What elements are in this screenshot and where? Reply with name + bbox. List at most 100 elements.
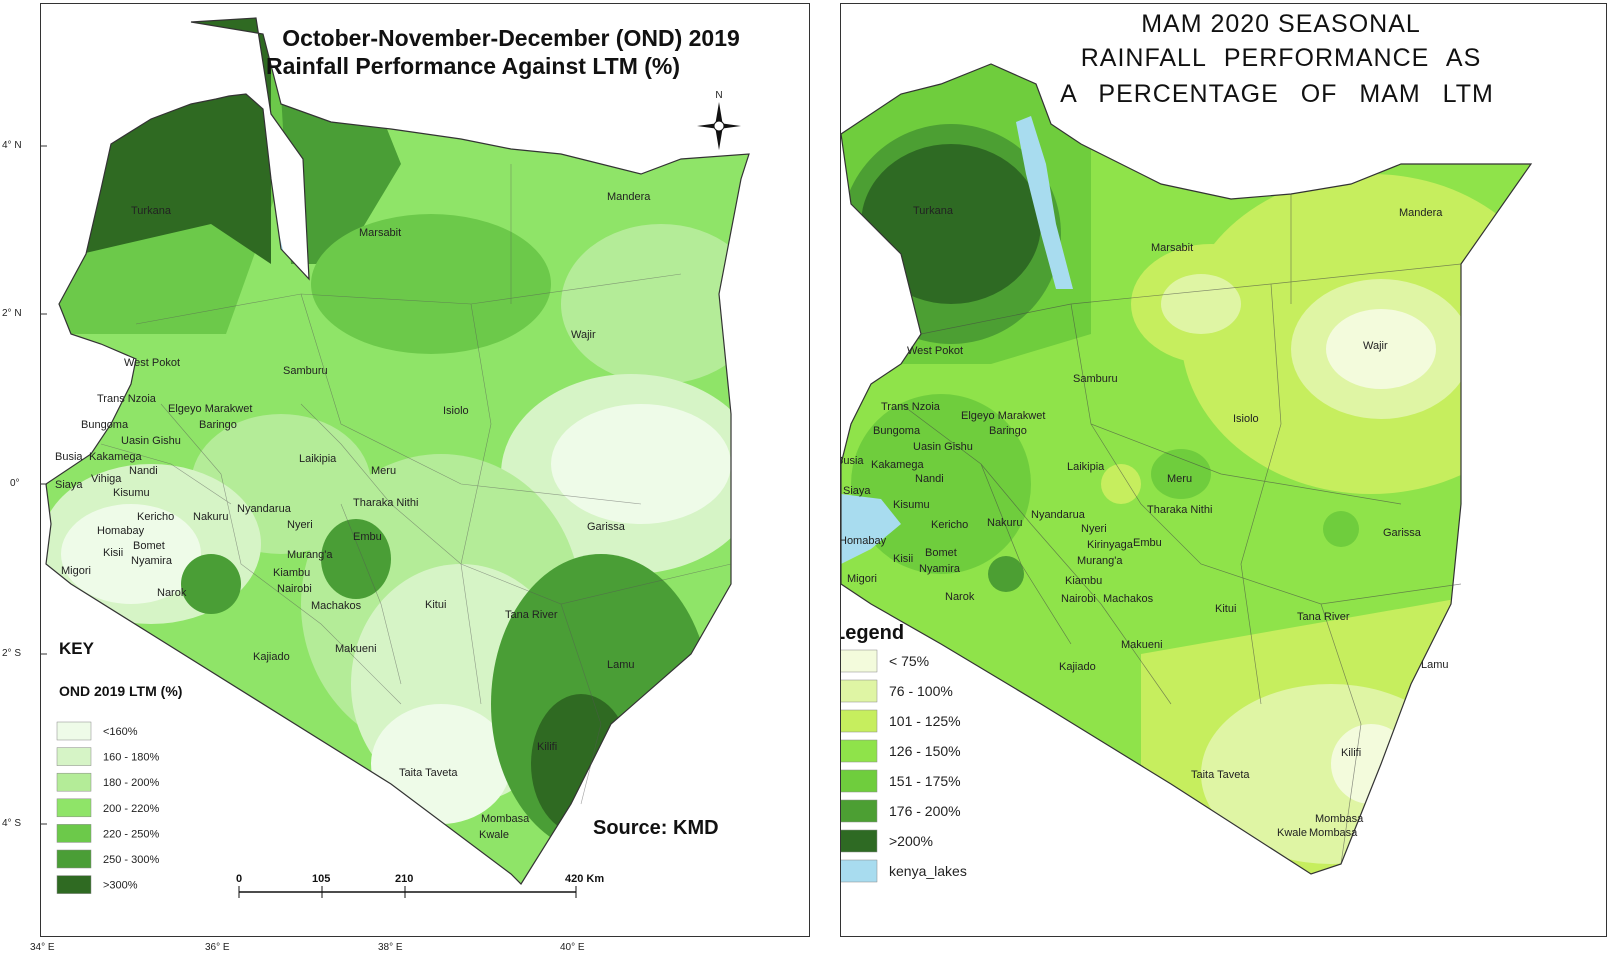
- place-homabay: Homabay: [841, 535, 887, 547]
- place-lamu: Lamu: [607, 659, 635, 671]
- place-mandera: Mandera: [607, 191, 651, 203]
- place-nakuru: Nakuru: [987, 517, 1022, 529]
- key-swatch: [56, 849, 92, 869]
- place-kisii: Kisii: [893, 553, 913, 565]
- lon-label-40e: 40° E: [560, 942, 585, 953]
- place-kisumu: Kisumu: [893, 499, 930, 511]
- key-item-label: 180 - 200%: [103, 777, 159, 789]
- place-nairobi: Nairobi: [277, 583, 312, 595]
- key-item-label: 200 - 220%: [103, 803, 159, 815]
- place-muranga: Murang'a: [1077, 555, 1123, 567]
- north-arrow-icon: N: [697, 90, 741, 150]
- place-kisumu: Kisumu: [113, 487, 150, 499]
- place-uasin-gishu: Uasin Gishu: [913, 441, 973, 453]
- key-item-label: 160 - 180%: [103, 752, 159, 764]
- place-kitui: Kitui: [1215, 603, 1236, 615]
- key-item-label: 250 - 300%: [103, 854, 159, 866]
- place-tana-river: Tana River: [505, 609, 558, 621]
- place-baringo: Baringo: [989, 425, 1027, 437]
- place-meru: Meru: [371, 465, 396, 477]
- scale-420: 420 Km: [565, 873, 604, 885]
- lake-victoria-shape: [841, 494, 901, 564]
- key-swatch: [56, 747, 92, 766]
- place-uasin-gishu: Uasin Gishu: [121, 435, 181, 447]
- place-kajiado: Kajiado: [253, 651, 290, 663]
- right-place-labels: Turkana Marsabit Mandera Wajir West Poko…: [841, 205, 1449, 839]
- mam-2020-map-svg: MAM 2020 SEASONAL RAINFALL PERFORMANCE A…: [841, 10, 1533, 883]
- scale-105: 105: [312, 873, 330, 885]
- place-migori: Migori: [61, 565, 91, 577]
- legend-swatch: [841, 679, 878, 703]
- place-migori: Migori: [847, 573, 877, 585]
- place-kericho: Kericho: [931, 519, 968, 531]
- legend-item-label: 101 - 125%: [889, 713, 961, 729]
- place-kakamega: Kakamega: [871, 459, 924, 471]
- legend-item-label: kenya_lakes: [889, 863, 967, 879]
- right-title-line1: MAM 2020 SEASONAL: [1141, 10, 1421, 38]
- left-title-line1: October-November-December (OND) 2019: [282, 25, 740, 51]
- lon-label-34e: 34° E: [30, 942, 55, 953]
- place-siaya: Siaya: [843, 485, 871, 497]
- place-narok: Narok: [157, 587, 187, 599]
- place-bomet: Bomet: [925, 547, 957, 559]
- place-elgeyo-marakwet: Elgeyo Marakwet: [961, 410, 1045, 422]
- lat-label-4s: 4° S: [2, 818, 21, 829]
- place-isiolo: Isiolo: [443, 405, 469, 417]
- place-kiambu: Kiambu: [273, 567, 310, 579]
- place-bungoma: Bungoma: [81, 419, 129, 431]
- county-boundaries: [900, 194, 1462, 865]
- place-taita-taveta: Taita Taveta: [1191, 769, 1250, 781]
- place-machakos: Machakos: [1103, 593, 1154, 605]
- ond-2019-map-svg: October-November-December (OND) 2019 Rai…: [41, 17, 750, 898]
- place-kajiado: Kajiado: [1059, 661, 1096, 673]
- place-kilifi: Kilifi: [1341, 747, 1361, 759]
- place-mombasa: Mombasa: [1315, 813, 1364, 825]
- lat-label-2n: 2° N: [2, 308, 22, 319]
- place-bungoma: Bungoma: [873, 425, 921, 437]
- key-swatch: [56, 721, 92, 741]
- place-busia: Busia: [55, 451, 83, 463]
- key-item-label: >300%: [103, 880, 138, 892]
- legend-swatch: [841, 739, 878, 763]
- place-nyandarua: Nyandarua: [1031, 509, 1086, 521]
- place-baringo: Baringo: [199, 419, 237, 431]
- left-key: KEY OND 2019 LTM (%) <160% 160 - 180% 180 …: [56, 639, 182, 894]
- ond-2019-rainfall-zones: [46, 18, 749, 884]
- place-embu: Embu: [353, 531, 382, 543]
- place-mombasa: Mombasa: [481, 813, 530, 825]
- place-kilifi: Kilifi: [537, 741, 557, 753]
- place-lamu: Lamu: [1421, 659, 1449, 671]
- key-swatch: [56, 875, 92, 894]
- place-bomet: Bomet: [133, 540, 165, 552]
- place-kwale: Kwale: [1277, 827, 1307, 839]
- left-place-labels: Turkana Marsabit Mandera Wajir West Poko…: [55, 191, 651, 841]
- mam-2020-rainfall-zones: [841, 64, 1531, 874]
- place-makueni: Makueni: [1121, 639, 1163, 651]
- place-muranga: Murang'a: [287, 549, 333, 561]
- place-busia: Busia: [841, 455, 864, 467]
- right-legend: Legend < 75% 76 - 100% 101 - 125% 126 - 150…: [841, 622, 967, 883]
- legend-item-label: 176 - 200%: [889, 803, 961, 819]
- key-item-label: <160%: [103, 726, 138, 738]
- place-kakamega: Kakamega: [89, 451, 142, 463]
- place-trans-nzoia: Trans Nzoia: [97, 393, 157, 405]
- legend-item-label: 76 - 100%: [889, 683, 953, 699]
- place-nakuru: Nakuru: [193, 511, 228, 523]
- place-kisii: Kisii: [103, 547, 123, 559]
- key-swatch: [56, 772, 92, 792]
- key-swatch: [56, 798, 92, 818]
- lat-label-4n: 4° N: [2, 140, 22, 151]
- scale-bar: 0 105 210 420 Km: [236, 873, 604, 898]
- legend-item-label: 126 - 150%: [889, 743, 961, 759]
- place-siaya: Siaya: [55, 479, 83, 491]
- place-isiolo: Isiolo: [1233, 413, 1259, 425]
- kenya-border: [45, 17, 750, 885]
- place-nairobi: Nairobi: [1061, 593, 1096, 605]
- scale-210: 210: [395, 873, 413, 885]
- place-machakos: Machakos: [311, 600, 362, 612]
- mam-2020-map-panel: MAM 2020 SEASONAL RAINFALL PERFORMANCE A…: [840, 3, 1607, 937]
- place-makueni: Makueni: [335, 643, 377, 655]
- place-samburu: Samburu: [1073, 373, 1118, 385]
- county-boundaries: [100, 164, 732, 805]
- place-west-pokot: West Pokot: [124, 357, 180, 369]
